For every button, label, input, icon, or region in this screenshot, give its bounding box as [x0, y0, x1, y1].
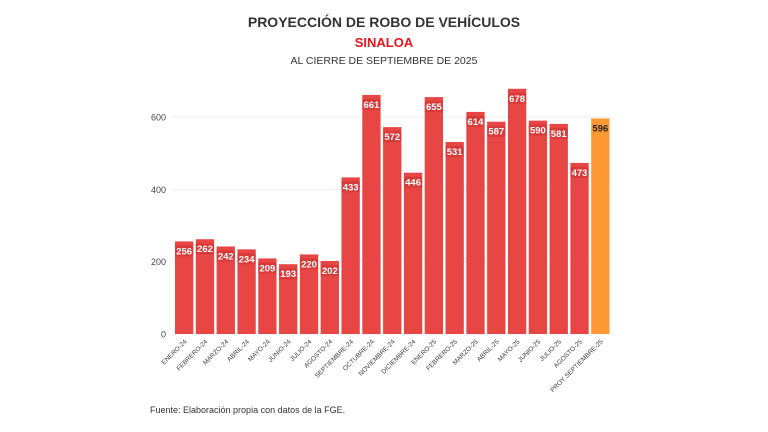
data-label: 446	[405, 178, 421, 189]
data-label: 220	[301, 259, 317, 270]
bar	[237, 249, 256, 334]
data-label-bg	[383, 131, 402, 143]
data-label: 581	[551, 129, 568, 140]
y-tick-label: 0	[161, 330, 166, 340]
data-label-bg	[300, 258, 319, 270]
data-label: 678	[509, 94, 525, 105]
data-label-bg	[175, 245, 194, 257]
data-label-bg	[487, 125, 506, 137]
bar	[591, 118, 610, 335]
data-label: 596	[592, 123, 608, 134]
bar	[299, 254, 319, 334]
data-label-bg	[508, 92, 527, 104]
bar	[507, 88, 527, 334]
data-label-bg	[216, 250, 235, 262]
data-label: 661	[364, 100, 381, 111]
data-label-bg	[404, 176, 423, 188]
data-label: 202	[322, 266, 338, 277]
data-label: 234	[239, 254, 256, 265]
bar	[341, 177, 360, 334]
data-label: 262	[197, 244, 213, 255]
chart-subtitle: SINALOA	[354, 35, 414, 50]
data-label-bg	[570, 166, 589, 178]
x-tick-label: JUNIO-24	[267, 338, 293, 364]
data-label-bg	[424, 101, 443, 113]
bar	[424, 97, 444, 334]
bar	[403, 172, 423, 334]
data-label-bg	[279, 268, 298, 280]
data-label: 572	[384, 132, 400, 143]
bar	[549, 123, 568, 334]
bar	[445, 141, 464, 334]
x-tick-label: NOVIEMBRE-24	[357, 338, 396, 377]
y-tick-label: 600	[151, 113, 166, 123]
bar	[570, 162, 589, 334]
bar	[528, 120, 548, 334]
data-label: 433	[343, 182, 359, 193]
data-label: 473	[572, 168, 588, 179]
data-label-bg	[258, 262, 277, 274]
data-label: 256	[176, 246, 192, 257]
bar	[258, 258, 277, 334]
data-label: 655	[426, 102, 443, 113]
bar	[216, 246, 235, 334]
data-label: 193	[280, 269, 296, 280]
data-label: 242	[218, 251, 234, 262]
bar	[195, 239, 215, 334]
data-label-bg	[528, 124, 547, 136]
data-label-bg	[237, 253, 256, 265]
data-label: 587	[488, 127, 504, 138]
data-label-bg	[445, 145, 464, 157]
data-label-bg	[549, 127, 568, 139]
data-label: 590	[530, 126, 546, 137]
source-note: Fuente: Elaboración propia con datos de …	[150, 405, 346, 415]
data-label: 614	[468, 117, 485, 128]
bar	[279, 264, 298, 334]
y-tick-label: 400	[151, 185, 166, 195]
data-label-bg	[362, 98, 381, 110]
data-label-bg	[341, 181, 360, 193]
data-label: 531	[447, 147, 464, 158]
x-tick-label: JUNIO-25	[517, 338, 543, 364]
data-label-bg	[320, 264, 339, 276]
data-label: 209	[259, 263, 275, 274]
chart-subtitle-date: AL CIERRE DE SEPTIEMBRE DE 2025	[290, 55, 478, 67]
bar	[320, 260, 339, 334]
y-tick-label: 200	[151, 257, 166, 267]
bar	[362, 94, 381, 335]
bar	[466, 111, 485, 334]
chart-title: PROYECCIÓN DE ROBO DE VEHÍCULOS	[247, 14, 521, 30]
data-label-bg	[466, 115, 485, 127]
bar	[487, 121, 506, 335]
bar	[175, 241, 194, 334]
data-label-bg	[195, 243, 214, 255]
bar	[383, 127, 402, 334]
data-label-bg	[591, 122, 610, 134]
